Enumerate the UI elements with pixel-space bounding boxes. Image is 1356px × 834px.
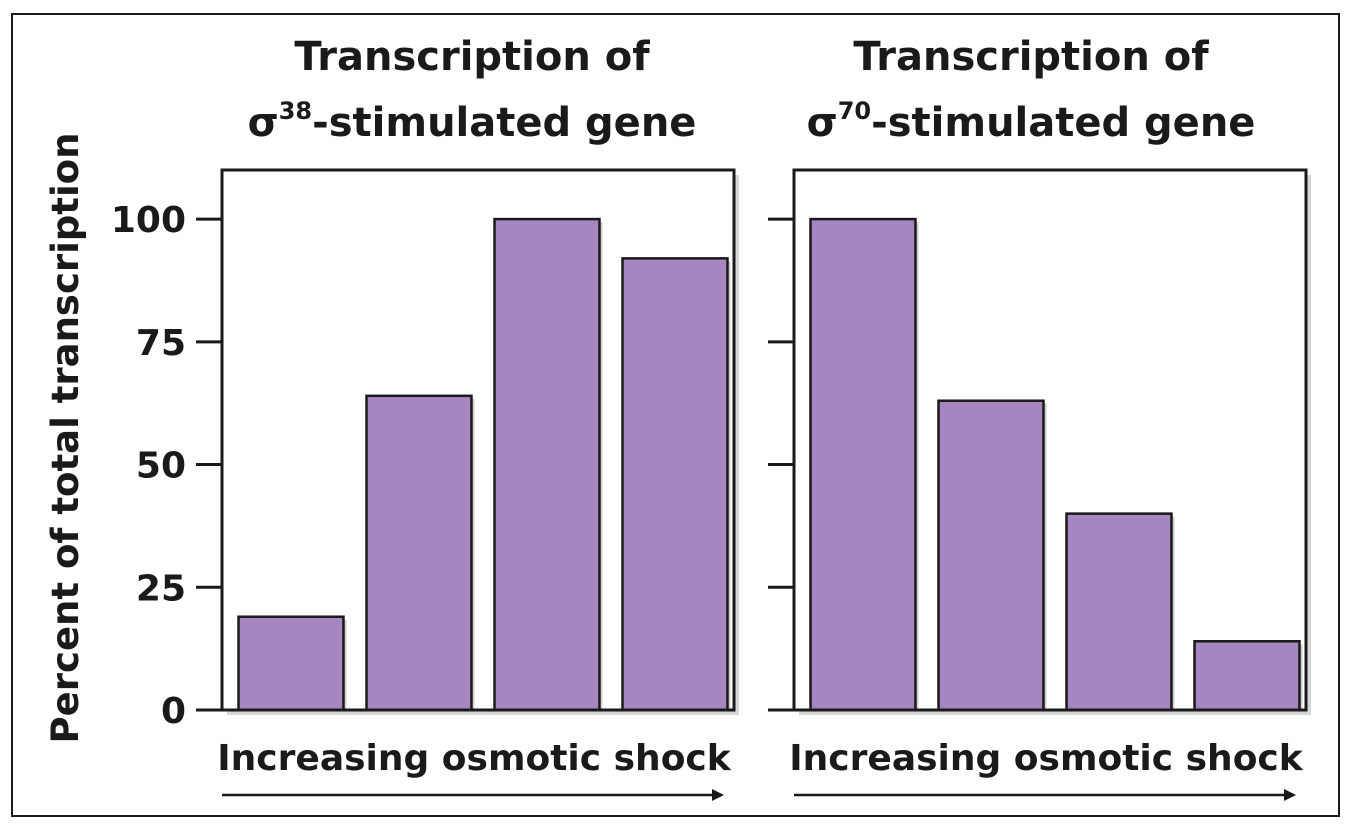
panel-left-plot: 0 25 50 75 100: [111, 168, 739, 732]
panel-left-bar-4: [621, 257, 729, 712]
y-tick-label: 100: [111, 200, 186, 241]
panel-left-title-sigma: σ: [248, 100, 279, 146]
panel-left-title-superscript: 38: [279, 97, 312, 125]
figure-border: [11, 13, 1340, 817]
panel-right-bar-4: [1193, 640, 1301, 712]
panel-right-title-suffix: -stimulated gene: [871, 100, 1255, 146]
panel-right-title-sigma: σ: [807, 100, 838, 146]
y-tick-label: 0: [161, 691, 186, 732]
panel-left-title-line2: σ38-stimulated gene: [248, 97, 697, 146]
panel-right-plot: [768, 168, 1311, 715]
y-tick-label: 25: [136, 568, 186, 609]
y-tick-label: 75: [136, 323, 186, 364]
panel-right-x-axis-label: Increasing osmotic shock: [789, 738, 1303, 779]
panel-right-bar-3: [1065, 512, 1173, 712]
panel-left-x-axis-label: Increasing osmotic shock: [217, 738, 731, 779]
panel-right-bar-2: [937, 399, 1045, 712]
y-tick-label: 50: [136, 446, 186, 487]
panel-left-bar-1: [237, 615, 345, 712]
y-axis-label: Percent of total transcription: [44, 133, 87, 744]
panel-left-title-line1: Transcription of: [294, 34, 650, 80]
panel-right-title-line1: Transcription of: [853, 34, 1209, 80]
panel-left-bar-2: [365, 394, 473, 712]
panel-right: Transcription of σ70-stimulated gene Inc…: [768, 34, 1311, 801]
panel-right-bar-1: [809, 217, 917, 712]
panel-left-bar-3: [493, 217, 601, 712]
panel-right-title-superscript: 70: [838, 97, 871, 125]
panel-right-title-line2: σ70-stimulated gene: [807, 97, 1256, 146]
panel-left: Transcription of σ38-stimulated gene 0 25…: [111, 34, 739, 801]
panel-left-title-suffix: -stimulated gene: [312, 100, 696, 146]
